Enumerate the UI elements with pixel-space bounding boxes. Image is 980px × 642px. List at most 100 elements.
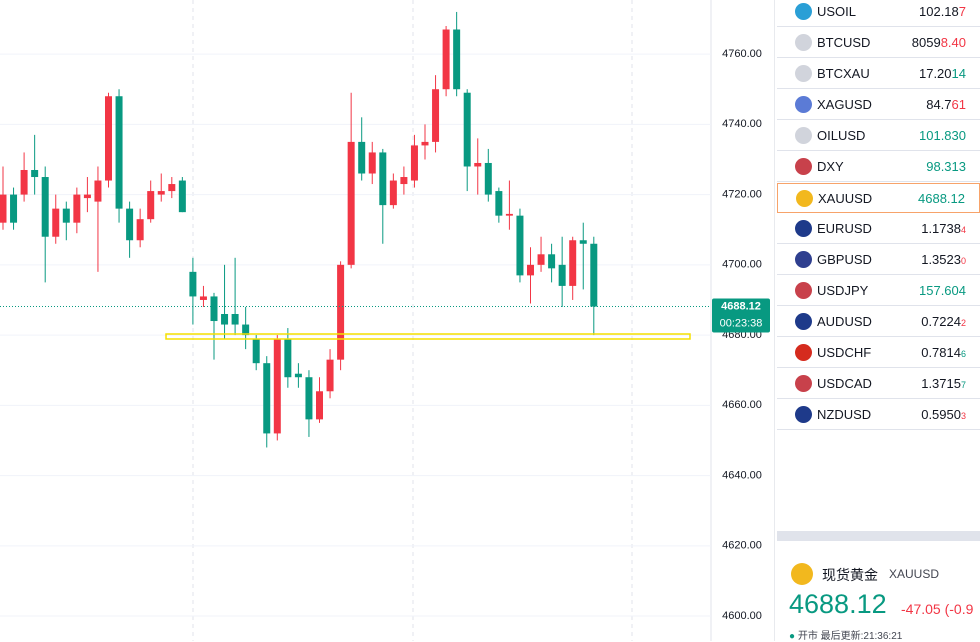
price-head: 4688.12 bbox=[918, 191, 965, 206]
quote-change: -47.05 (-0.9 bbox=[901, 601, 974, 617]
candle-body bbox=[337, 264, 345, 360]
market-status: 开市 bbox=[797, 631, 818, 642]
symbol: AUDUSD bbox=[817, 314, 872, 329]
candle-body bbox=[94, 180, 102, 202]
candle-body bbox=[263, 363, 271, 434]
candle-body bbox=[421, 141, 429, 146]
candle-body bbox=[0, 194, 7, 223]
price-head: 157.604 bbox=[919, 283, 966, 298]
candle-body bbox=[178, 180, 186, 213]
symbol: BTCUSD bbox=[817, 35, 871, 50]
candle-body bbox=[495, 191, 503, 216]
gold-icon bbox=[791, 563, 813, 585]
candle-body bbox=[379, 152, 387, 206]
symbol: EURUSD bbox=[817, 221, 872, 236]
price: 1.17384 bbox=[921, 221, 966, 236]
candle-body bbox=[157, 191, 165, 195]
symbol: BTCXAU bbox=[817, 66, 870, 81]
level-line[interactable] bbox=[165, 333, 691, 340]
candle-body bbox=[105, 96, 112, 181]
watch-row[interactable]: EURUSD 1.17384 bbox=[777, 214, 980, 244]
price-head: 98.313 bbox=[926, 159, 966, 174]
watch-row[interactable]: OILUSD 101.830 bbox=[777, 121, 980, 151]
price-head: 0.5950 bbox=[921, 407, 961, 422]
price: 0.59503 bbox=[921, 407, 966, 422]
symbol: USDJPY bbox=[817, 283, 869, 298]
candle-body bbox=[189, 271, 197, 297]
price: 98.313 bbox=[926, 159, 966, 174]
watch-row[interactable]: USOIL 102.187 bbox=[777, 0, 980, 27]
symbol: USDCHF bbox=[817, 345, 872, 360]
price: 101.830 bbox=[919, 128, 966, 143]
candle-body bbox=[516, 215, 524, 276]
watch-row[interactable]: USDCAD 1.37157 bbox=[777, 369, 980, 399]
watch-row[interactable]: GBPUSD 1.35230 bbox=[777, 245, 980, 275]
symbol-icon bbox=[795, 406, 812, 423]
candle-body bbox=[10, 194, 18, 223]
symbol-icon bbox=[795, 344, 812, 361]
price-tail: 61 bbox=[951, 97, 966, 112]
candle-body bbox=[358, 141, 366, 174]
candle-body bbox=[548, 254, 556, 269]
price-head: 102.18 bbox=[919, 4, 959, 19]
price-tail: 2 bbox=[960, 318, 966, 328]
watch-row[interactable]: XAUUSD 4688.12 bbox=[777, 183, 980, 213]
watchlist: USOIL 102.187 BTCUSD 80598.40 BTCXAU 17.2014 X… bbox=[777, 0, 980, 531]
symbol: GBPUSD bbox=[817, 252, 872, 267]
candle-body bbox=[537, 254, 545, 265]
candle-body bbox=[126, 208, 134, 241]
price-tail: 14 bbox=[951, 66, 966, 81]
symbol: XAUUSD bbox=[818, 191, 873, 206]
price: 84.761 bbox=[926, 97, 966, 112]
price-label-bg bbox=[712, 298, 770, 333]
candle-body bbox=[83, 194, 91, 199]
price: 102.187 bbox=[919, 4, 966, 19]
y-tick-label: 4620.00 bbox=[722, 540, 762, 552]
watch-row[interactable]: USDCHF 0.78146 bbox=[777, 338, 980, 368]
candle-body bbox=[52, 208, 60, 237]
candle-body bbox=[463, 92, 471, 167]
watch-row[interactable]: AUDUSD 0.72242 bbox=[777, 307, 980, 337]
candle-body bbox=[347, 141, 355, 265]
symbol-icon bbox=[795, 282, 812, 299]
candle-body bbox=[505, 213, 513, 216]
symbol-icon bbox=[795, 375, 812, 392]
sidebar: USOIL 102.187 BTCUSD 80598.40 BTCXAU 17.2014 X… bbox=[777, 0, 980, 642]
candle-body bbox=[316, 391, 323, 420]
candle-body bbox=[400, 177, 408, 185]
price-label: 4688.12 bbox=[721, 300, 761, 312]
watch-row[interactable]: BTCXAU 17.2014 bbox=[777, 59, 980, 89]
price: 80598.40 bbox=[912, 35, 966, 50]
candle-body bbox=[252, 338, 260, 364]
price: 4688.12 bbox=[918, 191, 965, 206]
candle-body bbox=[136, 219, 144, 241]
price: 1.37157 bbox=[921, 376, 966, 391]
watch-row[interactable]: XAGUSD 84.761 bbox=[777, 90, 980, 120]
y-tick-label: 4740.00 bbox=[722, 118, 762, 130]
watch-row[interactable]: USDJPY 157.604 bbox=[777, 276, 980, 306]
price-head: 1.3523 bbox=[921, 252, 961, 267]
y-tick-label: 4660.00 bbox=[722, 399, 762, 411]
symbol: NZDUSD bbox=[817, 407, 872, 422]
watch-row[interactable]: BTCUSD 80598.40 bbox=[777, 28, 980, 58]
price: 1.35230 bbox=[921, 252, 966, 267]
candle-body bbox=[284, 338, 292, 378]
price-head: 0.7224 bbox=[921, 314, 961, 329]
symbol: XAGUSD bbox=[817, 97, 872, 112]
price-head: 1.3715 bbox=[921, 376, 961, 391]
candle-body bbox=[31, 169, 39, 178]
price: 17.2014 bbox=[919, 66, 966, 81]
candle-body bbox=[231, 314, 239, 325]
watch-row[interactable]: NZDUSD 0.59503 bbox=[777, 400, 980, 430]
symbol-icon bbox=[795, 220, 812, 237]
price: 157.604 bbox=[919, 283, 966, 298]
quote-symbol: XAUUSD bbox=[889, 567, 940, 581]
candle-body bbox=[221, 314, 229, 325]
candle-body bbox=[115, 96, 123, 209]
price-tail: 4 bbox=[960, 225, 966, 235]
watch-row[interactable]: DXY 98.313 bbox=[777, 152, 980, 182]
price-tail: 7 bbox=[958, 4, 966, 19]
symbol-icon bbox=[795, 251, 812, 268]
candle-body bbox=[210, 296, 218, 322]
